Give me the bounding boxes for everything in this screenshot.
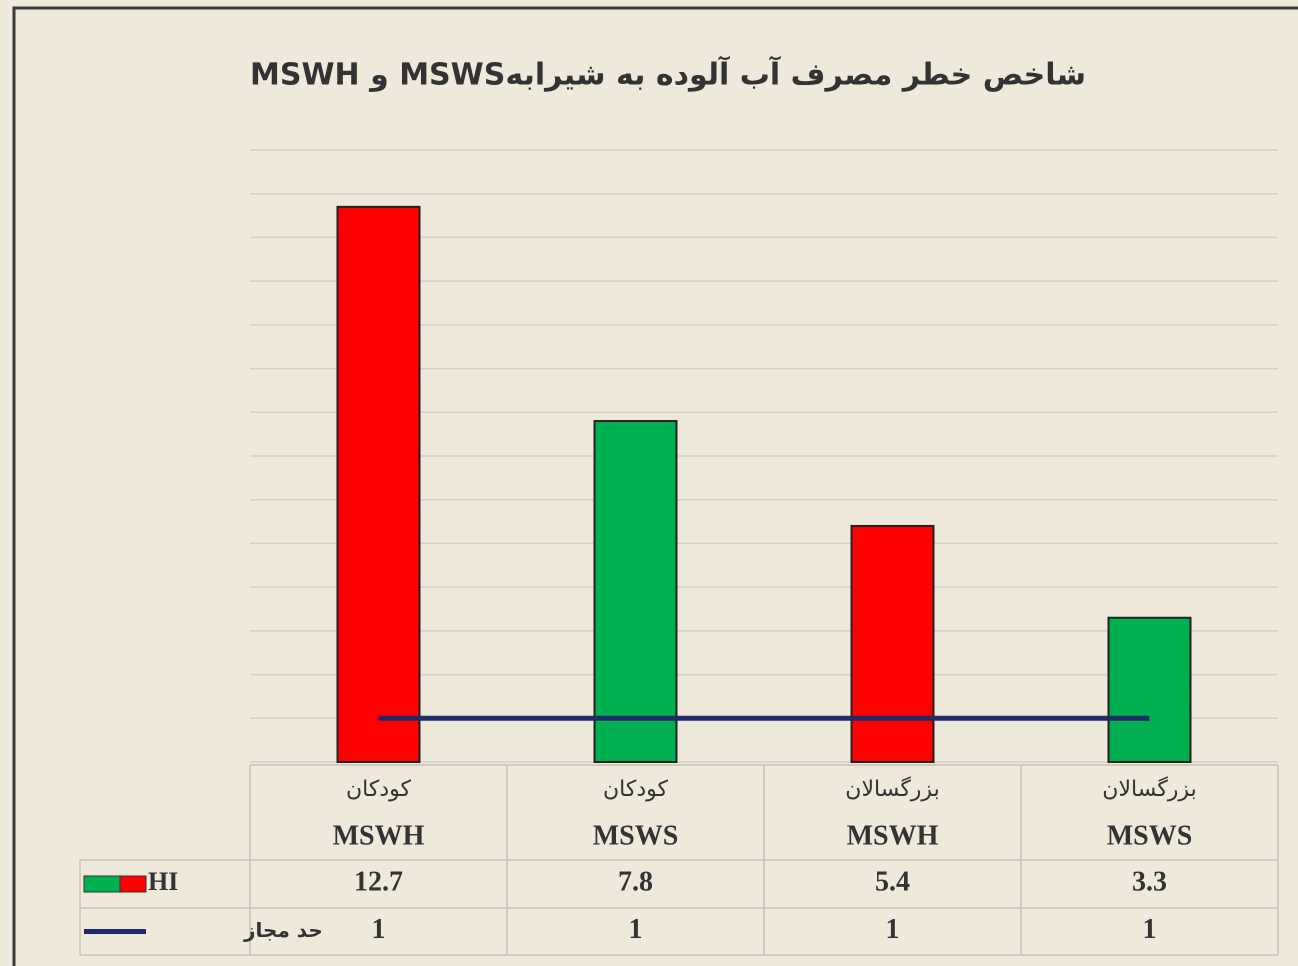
data-label: 1 [1143,914,1157,945]
data-label: 3.3 [1132,866,1167,897]
legend-key [119,875,147,893]
x-tick-label: بزرگسالان [1102,776,1196,802]
bar [850,524,935,764]
data-label: 7.8 [618,866,653,897]
data-label: 1 [372,914,386,945]
frame [12,6,1298,966]
chart-title: شاخص خطر مصرف آب آلوده به شیرابهMSWS و M… [250,56,1086,93]
data-label: 12.7 [354,866,403,897]
bar [1107,616,1192,763]
x-tick-label: کودکان [603,777,668,802]
x-tick-label: MSWS [1107,820,1193,851]
data-label: 5.4 [875,866,910,897]
legend-label: HI [148,867,178,896]
x-tick-label: MSWH [333,820,425,851]
bar [593,420,678,763]
data-label: 1 [886,914,900,945]
legend-label: حد مجاز [243,918,323,942]
x-tick-label: MSWH [847,820,939,851]
data-label: 1 [629,914,643,945]
bar [336,205,421,764]
legend-key [83,875,121,893]
x-tick-label: MSWS [593,820,679,851]
x-tick-label: بزرگسالان [845,776,939,802]
x-tick-label: کودکان [346,777,411,802]
